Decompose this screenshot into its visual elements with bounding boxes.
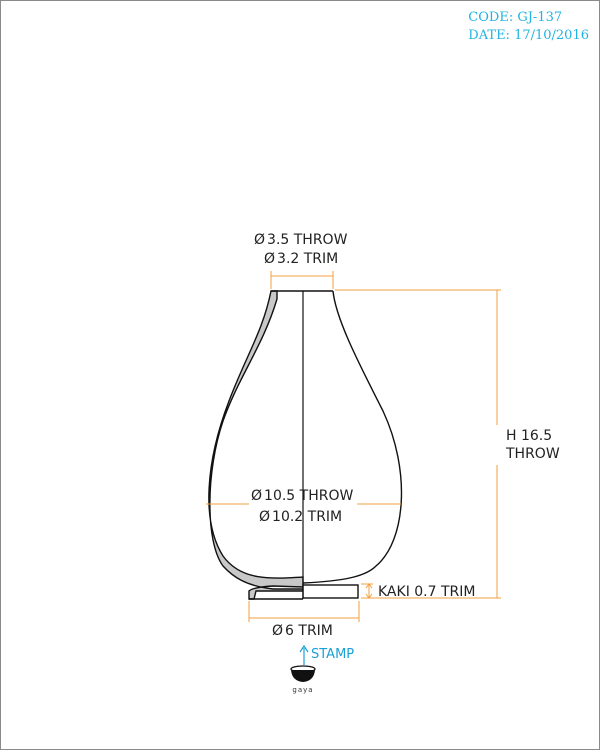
drawing-date: DATE: 17/10/2016 <box>468 28 589 43</box>
gaya-logo-icon <box>290 665 316 682</box>
product-code: CODE: GJ-137 <box>468 10 563 25</box>
logo-text: gaya <box>292 686 313 694</box>
height-label-backdrop <box>489 425 553 465</box>
kaki-label: KAKI 0.7 TRIM <box>378 584 475 600</box>
body-trim-label: Ø 10.2 TRIM <box>259 509 342 525</box>
wall-cross-section <box>208 290 304 600</box>
rim-throw-label: Ø 3.5 THROW <box>254 232 348 248</box>
body-throw-label: Ø 10.5 THROW <box>251 488 353 504</box>
foot-dimension <box>248 601 360 622</box>
height-label-line1: H 16.5 <box>506 428 552 444</box>
stamp-arrow <box>299 644 309 665</box>
vase-outer-profile-right <box>302 290 403 584</box>
stamp-label: STAMP <box>311 647 354 662</box>
height-label-line2: THROW <box>505 446 560 462</box>
kaki-dimension <box>361 583 373 599</box>
vase-foot-right <box>302 584 359 599</box>
rim-trim-label: Ø 3.2 TRIM <box>264 251 338 267</box>
title-block: CODE: GJ-137 DATE: 17/10/2016 <box>468 9 589 45</box>
rim-dimension <box>270 271 334 289</box>
height-dimension <box>335 289 501 599</box>
